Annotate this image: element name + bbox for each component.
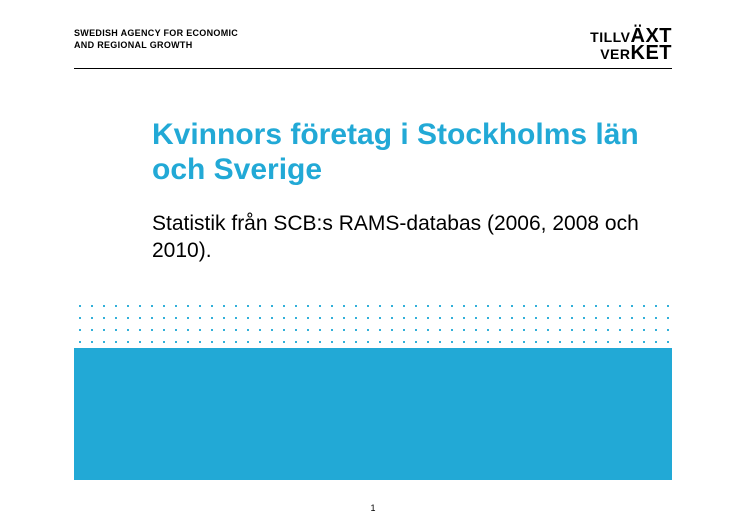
agency-line2: AND REGIONAL GROWTH <box>74 40 193 50</box>
page-number: 1 <box>0 503 746 513</box>
slide-title: Kvinnors företag i Stockholms län och Sv… <box>152 118 656 187</box>
logo-row2-small: VER <box>600 46 630 62</box>
agency-line1: SWEDISH AGENCY FOR ECONOMIC <box>74 28 238 38</box>
tillvaxtverket-logo: TILLVÄXT VERKET <box>590 28 672 62</box>
agency-name: SWEDISH AGENCY FOR ECONOMIC AND REGIONAL… <box>74 28 238 51</box>
header: SWEDISH AGENCY FOR ECONOMIC AND REGIONAL… <box>74 28 672 68</box>
slide: SWEDISH AGENCY FOR ECONOMIC AND REGIONAL… <box>0 0 746 527</box>
header-divider <box>74 68 672 69</box>
logo-row-2: VERKET <box>590 45 672 62</box>
logo-row1-small: TILLV <box>590 29 630 45</box>
logo-row2-big: KET <box>631 42 673 64</box>
accent-band <box>74 348 672 480</box>
dot-grid-decoration <box>74 300 672 348</box>
slide-subtitle: Statistik från SCB:s RAMS-databas (2006,… <box>152 210 646 265</box>
